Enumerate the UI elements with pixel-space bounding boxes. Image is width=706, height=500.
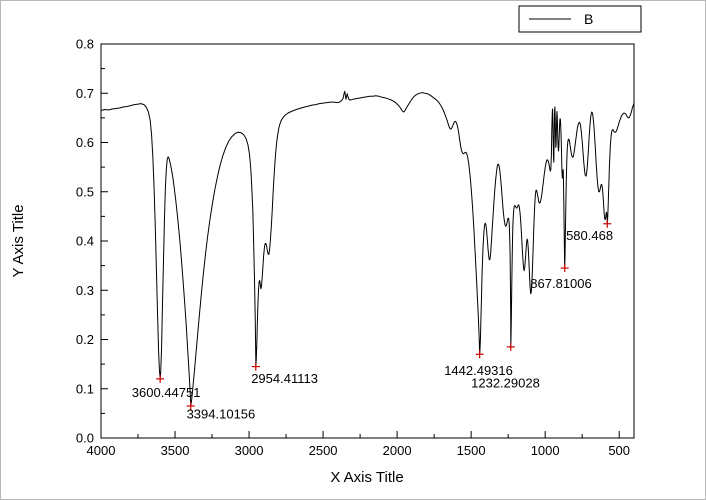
peak-label: 3394.10156 (187, 406, 256, 421)
peak-label: 2954.41113 (251, 371, 318, 386)
x-tick-label: 2500 (309, 443, 338, 458)
y-tick-label: 0.3 (76, 283, 94, 298)
x-tick-label: 1500 (457, 443, 486, 458)
peak-label: 867.81006 (530, 276, 591, 291)
peak-label: 580.468 (566, 228, 613, 243)
x-tick-label: 4000 (87, 443, 116, 458)
y-tick-label: 0.8 (76, 37, 94, 52)
x-tick-label: 500 (608, 443, 630, 458)
legend: B (518, 5, 642, 33)
y-tick-label: 0.2 (76, 332, 94, 347)
x-tick-label: 2000 (383, 443, 412, 458)
y-tick-label: 0.0 (76, 431, 94, 446)
x-tick-label: 1000 (531, 443, 560, 458)
y-tick-label: 0.7 (76, 86, 94, 101)
y-tick-label: 0.6 (76, 135, 94, 150)
peak-label: 1232.29028 (471, 375, 540, 390)
y-axis-title: Y Axis Title (10, 204, 27, 277)
peak-label: 1442.49316 (444, 363, 513, 378)
x-axis-title: X Axis Title (330, 469, 403, 486)
y-tick-label: 0.1 (76, 381, 94, 396)
legend-label: B (584, 11, 593, 27)
plot-frame (100, 43, 635, 439)
spectrum-line (100, 90, 635, 407)
x-tick-label: 3500 (161, 443, 190, 458)
y-tick-label: 0.4 (76, 234, 94, 249)
x-tick-label: 3000 (235, 443, 264, 458)
y-tick-label: 0.5 (76, 184, 94, 199)
peak-label: 3600.44751 (132, 385, 201, 400)
plot-area: 4000 3500 3000 2500 2000 1500 1000 500 0.0 0.1 0.2… (76, 37, 635, 458)
